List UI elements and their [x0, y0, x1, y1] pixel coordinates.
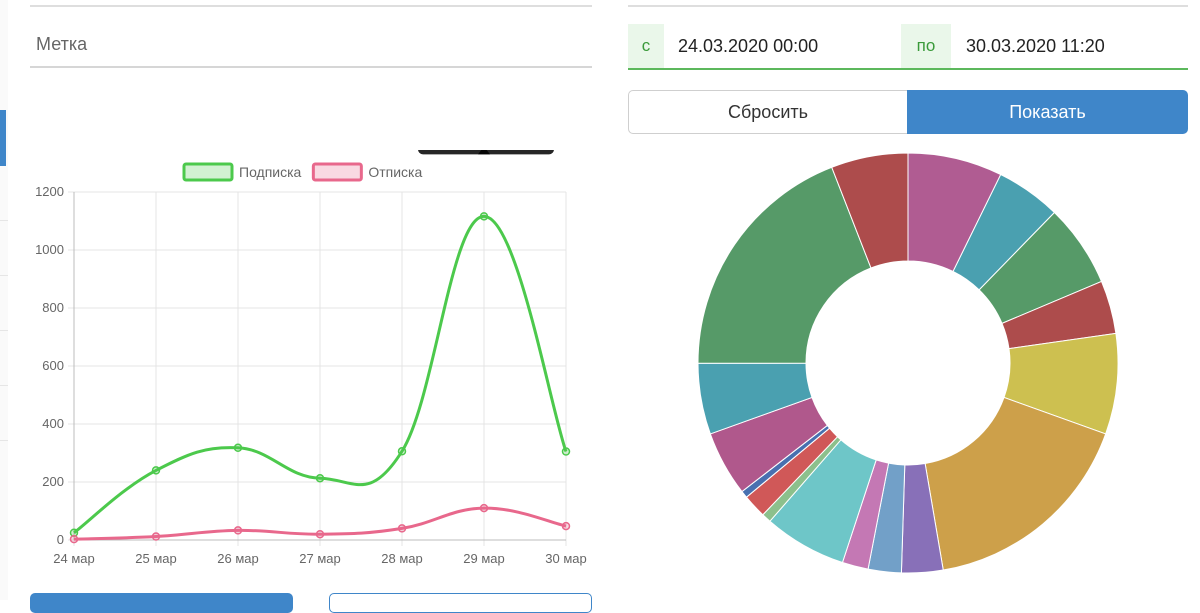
- data-point[interactable]: [397, 447, 407, 456]
- sidebar-divider: [0, 440, 8, 441]
- data-point[interactable]: [397, 524, 407, 533]
- left-sidebar-edge: [0, 0, 8, 600]
- label-input[interactable]: [30, 22, 592, 68]
- y-tick-label: 400: [42, 416, 64, 431]
- active-nav-indicator: [0, 110, 6, 166]
- sidebar-divider: [0, 330, 8, 331]
- chart-legend: Подписка Отписка: [182, 162, 422, 182]
- sidebar-divider: [0, 275, 8, 276]
- donut-chart: [697, 152, 1119, 574]
- legend-swatch[interactable]: [311, 162, 363, 182]
- subscriptions-line-chart: 0 200 400 600 800 1000 1200 24 мар 25 мар 26 мар 2…: [35, 150, 587, 566]
- x-tick-label: 28 мар: [381, 551, 422, 566]
- x-tick-label: 27 мар: [299, 551, 340, 566]
- reset-button[interactable]: Сбросить: [628, 90, 908, 134]
- date-to-input[interactable]: [966, 24, 1176, 68]
- data-point[interactable]: [561, 447, 571, 456]
- x-tick-label: 30 мар: [545, 551, 586, 566]
- date-range: с по: [628, 24, 1188, 70]
- sidebar-divider: [0, 385, 8, 386]
- y-tick-label: 1200: [35, 184, 64, 199]
- date-from-input[interactable]: [678, 24, 888, 68]
- data-point[interactable]: [233, 526, 243, 535]
- tooltip-caret: [478, 150, 490, 155]
- x-tick-label: 26 мар: [217, 551, 258, 566]
- section-divider: [628, 5, 1188, 7]
- data-point[interactable]: [315, 473, 325, 483]
- data-point[interactable]: [479, 503, 489, 513]
- y-tick-label: 0: [57, 532, 64, 547]
- y-tick-label: 800: [42, 300, 64, 315]
- series-line-subscribe: [73, 214, 568, 534]
- donut-slice-6[interactable]: [924, 396, 1107, 571]
- series-line-unsubscribe: [73, 506, 567, 541]
- y-tick-label: 200: [42, 474, 64, 489]
- legend-label[interactable]: Отписка: [368, 164, 422, 180]
- data-point[interactable]: [151, 466, 161, 475]
- date-to-prefix: по: [901, 24, 951, 68]
- x-tick-label: 24 мар: [53, 551, 94, 566]
- data-point[interactable]: [233, 443, 243, 453]
- show-button[interactable]: Показать: [907, 90, 1188, 134]
- donut-slice-17[interactable]: [831, 152, 909, 269]
- date-from-prefix: с: [628, 24, 664, 68]
- sidebar-divider: [0, 220, 8, 221]
- y-tick-label: 600: [42, 358, 64, 373]
- legend-label[interactable]: Подписка: [239, 164, 302, 180]
- x-tick-label: 29 мар: [463, 551, 504, 566]
- donut-slice-16[interactable]: [697, 166, 872, 364]
- data-point[interactable]: [69, 534, 79, 544]
- section-divider: [30, 5, 592, 7]
- legend-swatch[interactable]: [182, 162, 234, 182]
- bottom-primary-button[interactable]: [30, 593, 293, 613]
- data-point[interactable]: [479, 212, 489, 221]
- data-point[interactable]: [315, 529, 325, 539]
- x-tick-label: 25 мар: [135, 551, 176, 566]
- data-point[interactable]: [151, 532, 161, 541]
- data-point[interactable]: [561, 521, 571, 531]
- bottom-secondary-button[interactable]: [329, 593, 592, 613]
- y-tick-label: 1000: [35, 242, 64, 257]
